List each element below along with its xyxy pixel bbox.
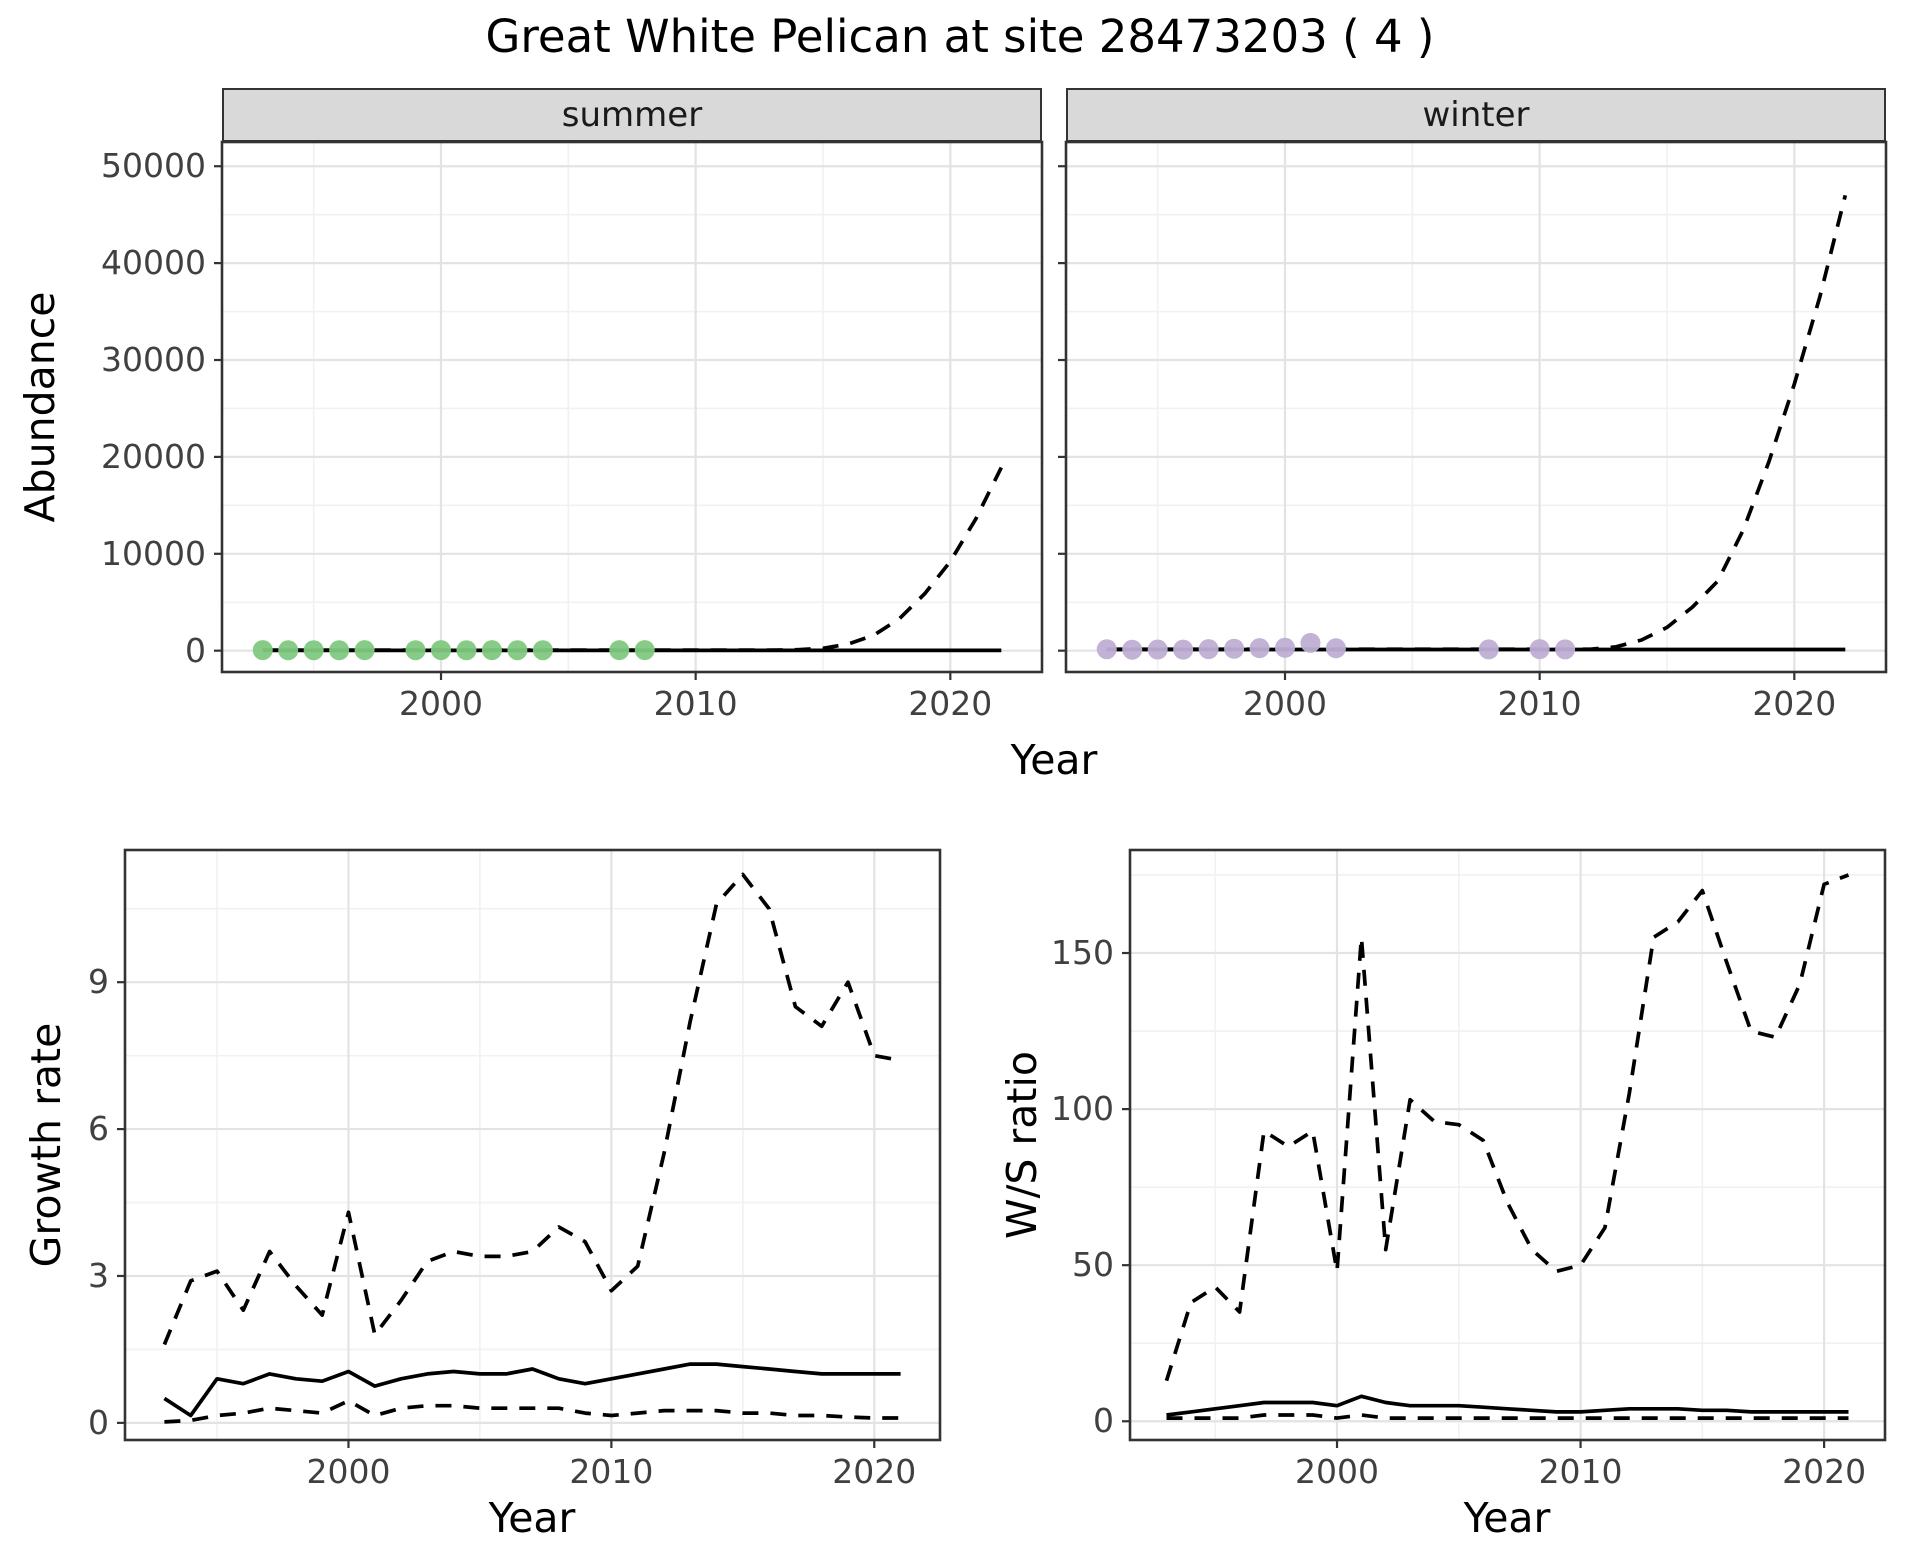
point-summer-observations — [507, 640, 528, 661]
point-summer-observations — [532, 640, 553, 661]
facet-strip-winter: winter — [1066, 88, 1886, 142]
y-tick-label: 50000 — [101, 146, 206, 186]
plot-panel-ws_ratio — [1122, 848, 1887, 1448]
point-summer-observations — [329, 640, 350, 661]
panel-background — [1066, 142, 1886, 672]
point-summer-observations — [252, 640, 273, 661]
x-tick-label: 2000 — [1243, 684, 1327, 723]
y-tick-label: 0 — [185, 630, 206, 670]
series-upper-ci — [162, 872, 901, 1346]
x-axis-title-ws-ratio: Year — [1463, 1494, 1551, 1542]
plot-panel-abundance_summer — [214, 140, 1044, 680]
x-tick-label: 2020 — [1752, 684, 1837, 723]
facet-strip-summer: summer — [222, 88, 1042, 142]
point-summer-observations — [456, 640, 477, 661]
plot-panel-abundance_winter — [1058, 140, 1888, 680]
y-tick-label: 9 — [88, 962, 109, 1002]
plot-panel-growth_rate — [117, 848, 942, 1448]
point-winter-observations — [1529, 639, 1550, 660]
point-winter-observations — [1198, 639, 1219, 660]
panel-background — [125, 850, 940, 1440]
point-winter-observations — [1224, 638, 1245, 659]
x-tick-label: 2020 — [1782, 1452, 1867, 1491]
x-tick-label: 2010 — [1497, 684, 1582, 723]
panel-border — [1128, 848, 1887, 1442]
panel-border — [1064, 140, 1888, 674]
panel-background — [222, 142, 1042, 672]
x-tick-label: 2020 — [832, 1452, 917, 1491]
x-tick-label: 2010 — [653, 684, 738, 723]
point-winter-observations — [1275, 637, 1296, 658]
point-summer-observations — [278, 640, 299, 661]
point-winter-observations — [1478, 639, 1499, 660]
point-summer-observations — [481, 640, 502, 661]
x-tick-label: 2000 — [399, 684, 483, 723]
point-summer-observations — [405, 640, 426, 661]
point-winter-observations — [1147, 639, 1168, 660]
panel-border — [123, 848, 942, 1442]
y-tick-label: 40000 — [101, 243, 206, 283]
point-summer-observations — [431, 640, 452, 661]
x-tick-label: 2000 — [306, 1452, 391, 1491]
y-tick-label: 10000 — [101, 533, 206, 573]
point-winter-observations — [1325, 638, 1346, 659]
point-winter-observations — [1096, 639, 1117, 660]
y-axis-title-growth-rate: Growth rate — [22, 1022, 70, 1268]
series-lower-ci — [1166, 1413, 1849, 1420]
point-winter-observations — [1173, 639, 1194, 660]
x-tick-label: 2000 — [1295, 1452, 1379, 1491]
series-median — [1166, 1394, 1849, 1417]
point-winter-observations — [1122, 639, 1143, 660]
x-tick-label: 2010 — [569, 1452, 654, 1491]
point-summer-observations — [634, 640, 655, 661]
y-tick-label: 0 — [88, 1402, 109, 1442]
point-summer-observations — [609, 640, 630, 661]
point-summer-observations — [303, 640, 324, 661]
y-axis-title-ws-ratio: W/S ratio — [998, 1051, 1046, 1239]
point-winter-observations — [1300, 632, 1321, 653]
x-tick-label: 2020 — [908, 684, 993, 723]
series-median — [163, 1362, 901, 1418]
y-axis-title-abundance: Abundance — [16, 291, 64, 523]
point-winter-observations — [1555, 639, 1576, 660]
panel-border — [220, 140, 1044, 674]
chart-title: Great White Pelican at site 28473203 ( 4… — [485, 10, 1435, 63]
x-tick-label: 2010 — [1538, 1452, 1623, 1491]
x-axis-title-top: Year — [1010, 736, 1098, 784]
panel-background — [1130, 850, 1885, 1440]
series-upper-ci — [1164, 873, 1850, 1382]
point-winter-observations — [1249, 638, 1270, 659]
series-lower-ci — [164, 1398, 901, 1424]
x-axis-title-growth-rate: Year — [488, 1494, 576, 1542]
point-summer-observations — [354, 640, 375, 661]
